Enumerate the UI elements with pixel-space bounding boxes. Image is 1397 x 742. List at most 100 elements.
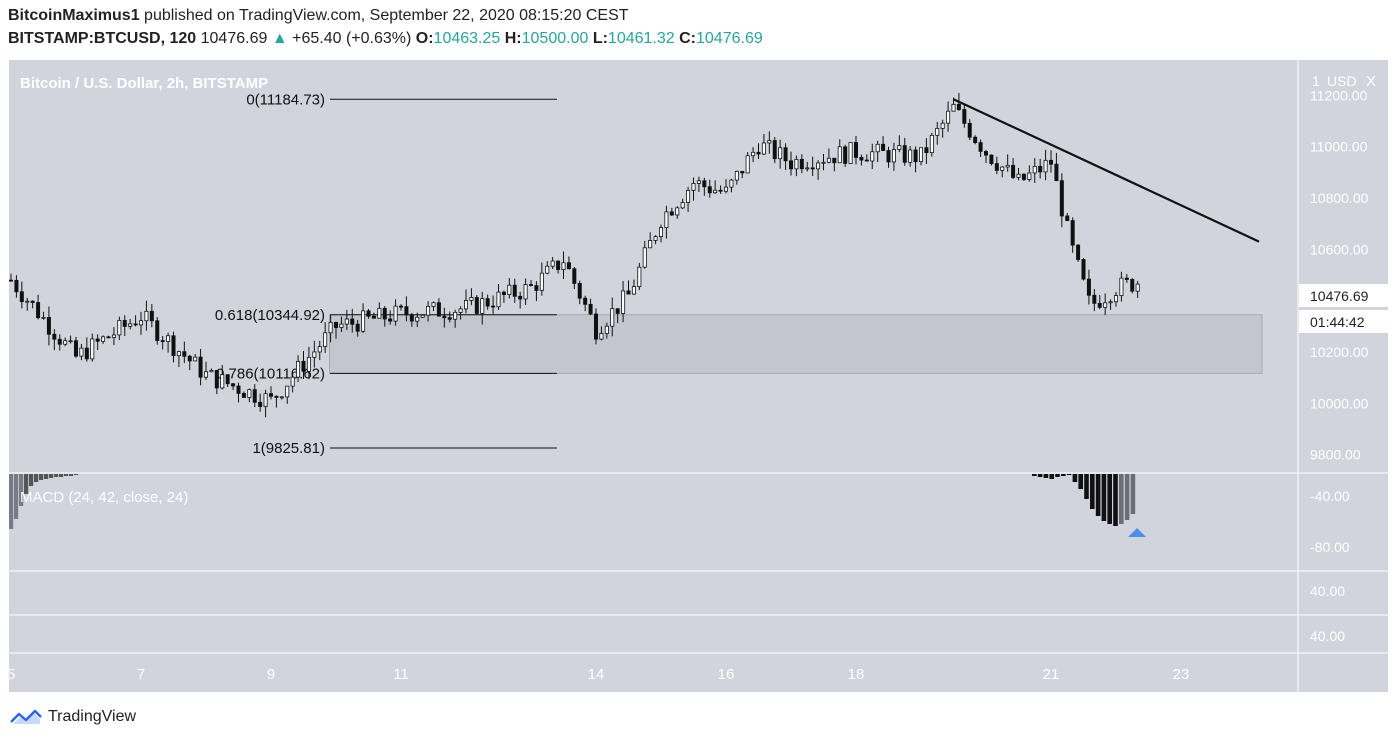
candle-body — [946, 110, 951, 124]
candle-body — [886, 150, 891, 163]
candle-body — [138, 320, 143, 326]
macd-histogram-bar — [59, 474, 64, 477]
candle-body — [431, 302, 436, 307]
candle-body — [984, 150, 989, 156]
candle-body — [46, 316, 51, 335]
candle-body — [355, 323, 360, 332]
candle-body — [193, 356, 198, 362]
candle-body — [377, 307, 382, 319]
candle-body — [74, 340, 79, 357]
descending-trendline — [953, 98, 1260, 243]
countdown-badge: 01:44:42 — [1299, 310, 1388, 333]
candle-body — [696, 180, 701, 184]
candle-body — [144, 310, 149, 322]
candle-body — [1108, 301, 1113, 304]
price-axis-top-label: 1 — [1312, 73, 1320, 89]
candle-body — [8, 279, 13, 282]
time-tick-label: 5 — [7, 666, 15, 683]
candle-body — [642, 247, 647, 268]
candle-body — [366, 310, 371, 317]
candle-body — [686, 189, 691, 203]
price-tick-label: 10800.00 — [1310, 190, 1369, 206]
candle-body — [561, 262, 566, 270]
close-value: 10476.69 — [696, 30, 763, 47]
candle-body — [669, 211, 674, 216]
candle-body — [870, 151, 875, 162]
candle-body — [404, 306, 409, 316]
candle-body — [1135, 283, 1140, 292]
macd-axis-label-2: -80.00 — [1310, 539, 1350, 555]
candle-body — [171, 335, 176, 357]
candle-body — [1065, 215, 1070, 221]
macd-histogram-bar — [1107, 474, 1112, 524]
tradingview-cloud-icon — [10, 709, 42, 724]
candle-body — [512, 284, 517, 297]
candle-body — [572, 268, 577, 284]
currency-label: USD — [1327, 73, 1357, 89]
brand-name: TradingView — [48, 708, 137, 725]
candle-body — [19, 291, 24, 302]
candle-body — [615, 308, 620, 314]
candle-body — [805, 167, 810, 170]
candle-body — [68, 340, 73, 343]
candle-body — [290, 376, 295, 387]
candle-body — [599, 333, 604, 340]
price-axis-background — [1298, 60, 1388, 692]
candle-body — [214, 370, 219, 389]
candle-body — [252, 389, 257, 403]
candle-body — [182, 351, 187, 357]
candle-body — [84, 347, 89, 360]
macd-histogram-bar — [74, 474, 79, 475]
macd-histogram-bar — [9, 474, 14, 529]
candle-body — [702, 180, 707, 188]
macd-histogram-bar — [19, 474, 24, 506]
candle-body — [501, 291, 506, 296]
candle-body — [864, 159, 869, 162]
candle-body — [588, 303, 593, 315]
candle-body — [1097, 302, 1102, 308]
candle-body — [783, 147, 788, 162]
candle-body — [149, 310, 154, 322]
candle-body — [621, 290, 626, 314]
candle-body — [106, 336, 111, 339]
pane3-axis-label: 40.00 — [1310, 583, 1345, 599]
candle-body — [962, 109, 967, 124]
candle-body — [133, 323, 138, 326]
candle-body — [393, 305, 398, 322]
candle-body — [848, 142, 853, 164]
candle-body — [90, 338, 95, 360]
candle-body — [447, 317, 452, 320]
candle-body — [279, 396, 284, 399]
candle-body — [529, 284, 534, 286]
candle-body — [718, 189, 723, 192]
close-chart-icon[interactable]: X — [1366, 73, 1376, 90]
price-tick-label: 9800.00 — [1310, 447, 1361, 463]
candle-body — [198, 356, 203, 378]
candle-body — [1119, 277, 1124, 297]
candle-body — [534, 285, 539, 291]
candle-body — [1011, 164, 1016, 178]
candle-body — [550, 260, 555, 267]
price-tick-label: 10000.00 — [1310, 395, 1369, 411]
tradingview-logo[interactable]: TradingView — [8, 706, 136, 728]
candle-body — [664, 211, 669, 229]
candle-body — [989, 154, 994, 164]
support-zone — [329, 314, 1263, 374]
candle-body — [36, 302, 41, 319]
candle-body — [740, 170, 745, 174]
candle-body — [891, 149, 896, 163]
close-label: C: — [679, 30, 696, 47]
candle-body — [875, 143, 880, 153]
candle-body — [902, 145, 907, 163]
candle-body — [994, 163, 999, 171]
candle-body — [859, 157, 864, 161]
candle-body — [1103, 302, 1108, 308]
candle-body — [956, 103, 961, 110]
macd-histogram-bar — [1032, 474, 1037, 476]
candle-body — [653, 236, 658, 241]
candle-body — [583, 297, 588, 305]
fib-level-label: 0(11184.73) — [246, 91, 325, 108]
author-name[interactable]: BitcoinMaximus1 — [8, 7, 140, 24]
macd-histogram-bar — [64, 474, 69, 476]
